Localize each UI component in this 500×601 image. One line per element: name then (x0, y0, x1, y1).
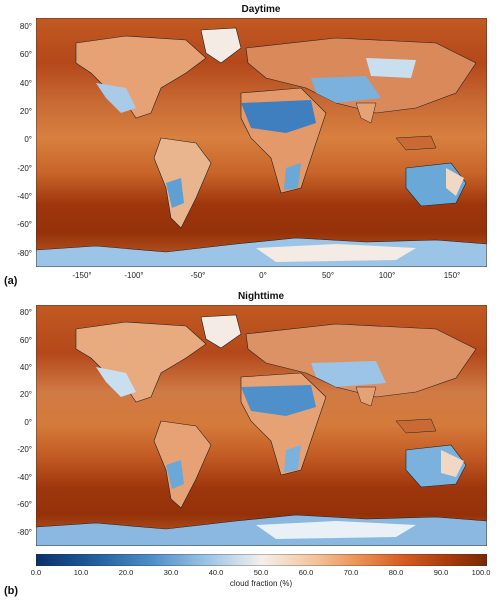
y-tick: -60° (17, 500, 32, 509)
y-tick: 40° (19, 79, 32, 88)
x-tick: -150° (72, 271, 92, 280)
y-tick: -80° (17, 528, 32, 537)
y-tick: -40° (17, 473, 32, 482)
daytime-map (36, 18, 487, 267)
x-tick: 150° (443, 271, 461, 280)
y-tick: 60° (19, 50, 32, 59)
y-tick: 80° (19, 22, 32, 31)
eurasia (245, 37, 477, 114)
y-tick: 60° (19, 336, 32, 345)
y-tick: -60° (17, 220, 32, 229)
y-tick: 20° (19, 107, 32, 116)
panel-b-label: (b) (4, 585, 19, 597)
y-tick: -80° (17, 249, 32, 258)
y-tick: 0° (24, 135, 32, 144)
north-america (75, 35, 207, 119)
colorbar-gradient (35, 553, 488, 567)
daytime-cloud-fraction-map (36, 18, 487, 267)
panel-a-label: (a) (4, 275, 18, 287)
y-tick: 20° (19, 390, 32, 399)
colorbar-tick: 30.0 (163, 568, 179, 577)
x-tick: 0° (259, 271, 267, 280)
x-tick: -50° (190, 271, 206, 280)
x-tick: 50° (321, 271, 335, 280)
colorbar-tick: 80.0 (388, 568, 404, 577)
colorbar-tick: 20.0 (118, 568, 134, 577)
colorbar-tick: 40.0 (208, 568, 224, 577)
colorbar-tick: 60.0 (298, 568, 314, 577)
colorbar-label: cloud fraction (%) (229, 579, 293, 588)
y-tick: -20° (17, 445, 32, 454)
y-tick: -40° (17, 192, 32, 201)
y-tick: 80° (19, 308, 32, 317)
nighttime-cloud-fraction-map (36, 305, 487, 546)
greenland (200, 27, 242, 64)
panel-a-title: Daytime (241, 4, 281, 15)
colorbar (35, 553, 488, 567)
panel-b-title: Nighttime (237, 291, 285, 302)
colorbar-tick: 10.0 (73, 568, 89, 577)
colorbar-tick: 90.0 (433, 568, 449, 577)
x-tick: -100° (124, 271, 144, 280)
y-tick: 40° (19, 363, 32, 372)
nighttime-map (36, 305, 487, 546)
colorbar-tick: 100.0 (471, 568, 491, 577)
x-tick: 100° (378, 271, 396, 280)
y-tick: 0° (24, 418, 32, 427)
colorbar-tick: 70.0 (343, 568, 359, 577)
y-tick: -20° (17, 164, 32, 173)
south-america (153, 137, 212, 229)
colorbar-tick: 0.0 (30, 568, 42, 577)
colorbar-tick: 50.0 (253, 568, 269, 577)
